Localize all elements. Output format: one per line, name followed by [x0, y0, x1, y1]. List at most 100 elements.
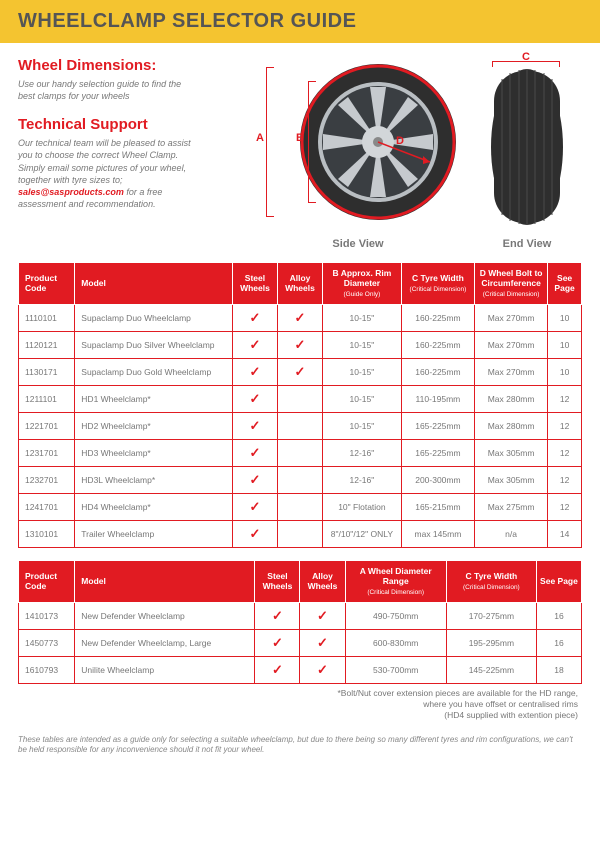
cell-model: HD4 Wheelclamp*: [75, 494, 233, 521]
end-view-block: C End View: [472, 57, 582, 250]
cell-a: 490-750mm: [345, 603, 446, 630]
cell-code: 1241701: [19, 494, 75, 521]
footnote-line1: *Bolt/Nut cover extension pieces are ava…: [338, 688, 579, 698]
col-steel: Steel Wheels: [232, 263, 277, 305]
cell-alloy: [277, 467, 322, 494]
cell-c: 145-225mm: [446, 657, 536, 684]
cell-code: 1610793: [19, 657, 75, 684]
cell-b: 10-15": [323, 413, 402, 440]
check-icon: ✓: [317, 635, 328, 650]
intro-text-column: Wheel Dimensions: Use our handy selectio…: [18, 57, 198, 250]
cell-alloy: ✓: [300, 603, 345, 630]
check-icon: ✓: [272, 608, 283, 623]
cell-c: 165-215mm: [401, 494, 474, 521]
table-row: 1221701HD2 Wheelclamp*✓10-15"165-225mmMa…: [19, 413, 582, 440]
cell-d: Max 270mm: [475, 332, 548, 359]
cell-steel: ✓: [255, 630, 300, 657]
cell-d: n/a: [475, 521, 548, 548]
check-icon: ✓: [295, 310, 306, 325]
cell-c: 170-275mm: [446, 603, 536, 630]
col-alloy: Alloy Wheels: [277, 263, 322, 305]
dim-label-d: D: [396, 135, 404, 147]
cell-model: Supaclamp Duo Silver Wheelclamp: [75, 332, 233, 359]
cell-steel: ✓: [232, 467, 277, 494]
col-a: A Wheel Diameter Range(Critical Dimensio…: [345, 561, 446, 603]
check-icon: ✓: [295, 337, 306, 352]
cell-model: HD1 Wheelclamp*: [75, 386, 233, 413]
selector-table-1: Product Code Model Steel Wheels Alloy Wh…: [18, 262, 582, 548]
cell-code: 1120121: [19, 332, 75, 359]
side-view-block: A B D Side View: [258, 57, 458, 250]
table-row: 1130171Supaclamp Duo Gold Wheelclamp✓✓10…: [19, 359, 582, 386]
support-email-link[interactable]: sales@sasproducts.com: [18, 187, 124, 197]
table-row: 1110101Supaclamp Duo Wheelclamp✓✓10-15"1…: [19, 305, 582, 332]
cell-steel: ✓: [232, 440, 277, 467]
page-header: WHEELCLAMP SELECTOR GUIDE: [0, 0, 600, 43]
cell-page: 10: [548, 332, 582, 359]
cell-d: Max 270mm: [475, 359, 548, 386]
col-c: C Tyre Width(Critical Dimension): [401, 263, 474, 305]
page-title: WHEELCLAMP SELECTOR GUIDE: [18, 10, 356, 32]
cell-steel: ✓: [255, 657, 300, 684]
end-view-diagram: C: [472, 57, 582, 232]
cell-alloy: ✓: [300, 630, 345, 657]
table-row: 1120121Supaclamp Duo Silver Wheelclamp✓✓…: [19, 332, 582, 359]
col-code: Product Code: [19, 263, 75, 305]
check-icon: ✓: [250, 499, 261, 514]
table-row: 1410173New Defender Wheelclamp✓✓490-750m…: [19, 603, 582, 630]
cell-steel: ✓: [232, 386, 277, 413]
dim-label-b: B: [296, 132, 304, 144]
col-code: Product Code: [19, 561, 75, 603]
cell-code: 1450773: [19, 630, 75, 657]
support-text: Our technical team will be pleased to as…: [18, 137, 198, 210]
cell-c: 160-225mm: [401, 359, 474, 386]
cell-steel: ✓: [255, 603, 300, 630]
cell-d: Max 305mm: [475, 467, 548, 494]
footnote-block: *Bolt/Nut cover extension pieces are ava…: [18, 688, 582, 721]
col-steel: Steel Wheels: [255, 561, 300, 603]
cell-c: 200-300mm: [401, 467, 474, 494]
cell-alloy: [277, 413, 322, 440]
cell-b: 12-16": [323, 467, 402, 494]
cell-model: HD3 Wheelclamp*: [75, 440, 233, 467]
col-page: See Page: [536, 561, 581, 603]
check-icon: ✓: [250, 310, 261, 325]
cell-b: 10-15": [323, 359, 402, 386]
cell-page: 10: [548, 305, 582, 332]
disclaimer-text: These tables are intended as a guide onl…: [18, 735, 582, 755]
table-row: 1310101Trailer Wheelclamp✓8"/10"/12" ONL…: [19, 521, 582, 548]
table-header-row: Product Code Model Steel Wheels Alloy Wh…: [19, 263, 582, 305]
cell-a: 530-700mm: [345, 657, 446, 684]
cell-model: HD2 Wheelclamp*: [75, 413, 233, 440]
diagram-column: A B D Side View: [210, 57, 582, 250]
cell-c: 110-195mm: [401, 386, 474, 413]
cell-model: New Defender Wheelclamp, Large: [75, 630, 255, 657]
bracket-a: [266, 67, 274, 217]
cell-b: 10" Flotation: [323, 494, 402, 521]
table-row: 1231701HD3 Wheelclamp*✓12-16"165-225mmMa…: [19, 440, 582, 467]
cell-alloy: [277, 386, 322, 413]
support-text-pre: Our technical team will be pleased to as…: [18, 138, 191, 184]
side-view-diagram: A B D: [258, 57, 458, 232]
check-icon: ✓: [250, 526, 261, 541]
footnote-line2: where you have offset or centralised rim…: [423, 699, 578, 709]
cell-page: 12: [548, 440, 582, 467]
dimensions-text: Use our handy selection guide to find th…: [18, 78, 198, 102]
col-model: Model: [75, 561, 255, 603]
cell-code: 1130171: [19, 359, 75, 386]
cell-page: 12: [548, 386, 582, 413]
cell-steel: ✓: [232, 305, 277, 332]
check-icon: ✓: [250, 418, 261, 433]
cell-model: Trailer Wheelclamp: [75, 521, 233, 548]
cell-alloy: ✓: [277, 305, 322, 332]
cell-model: Unilite Wheelclamp: [75, 657, 255, 684]
check-icon: ✓: [295, 364, 306, 379]
cell-a: 600-830mm: [345, 630, 446, 657]
check-icon: ✓: [317, 662, 328, 677]
table-row: 1232701HD3L Wheelclamp*✓12-16"200-300mmM…: [19, 467, 582, 494]
col-b: B Approx. Rim Diameter(Guide Only): [323, 263, 402, 305]
cell-alloy: ✓: [277, 332, 322, 359]
end-view-caption: End View: [472, 238, 582, 250]
cell-c: 165-225mm: [401, 440, 474, 467]
check-icon: ✓: [317, 608, 328, 623]
